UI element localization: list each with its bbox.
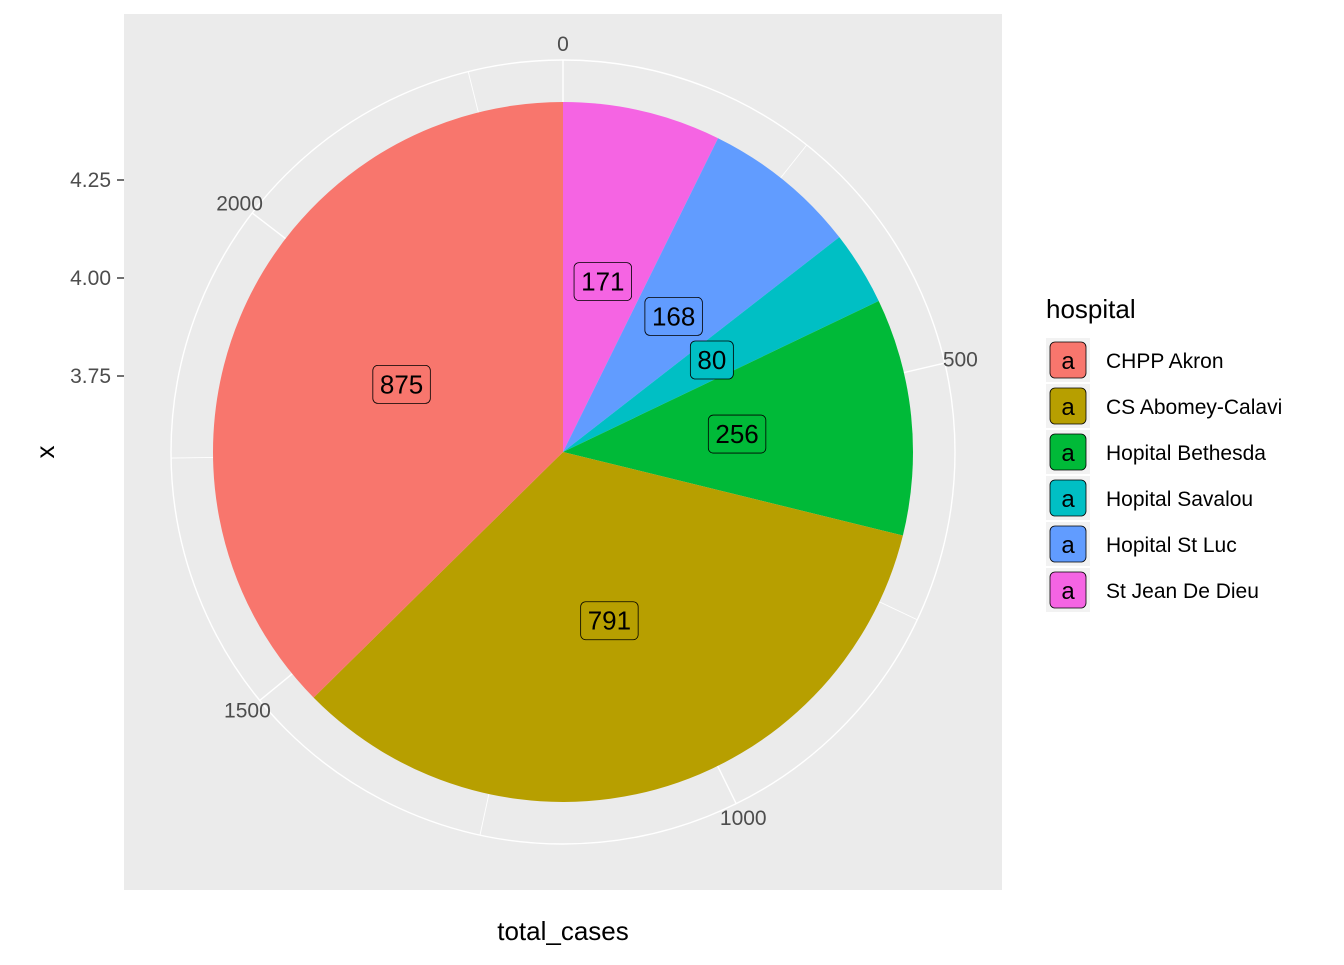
slice-label: 171 — [573, 262, 632, 301]
legend-label: CS Abomey-Calavi — [1106, 396, 1282, 419]
legend-key-swatch — [1049, 341, 1087, 379]
slice-label-text: 80 — [697, 345, 726, 375]
axis-layer: total_cases x 0 500 1000 1500 2000 4.25 4.00 3.… — [30, 33, 978, 946]
slice-label-box — [707, 414, 767, 454]
slice-label-box — [372, 365, 431, 404]
legend-key-glyph: a — [1061, 440, 1075, 467]
slice-label-text: 171 — [581, 267, 624, 297]
y-axis-title: x — [30, 446, 60, 459]
minor-radial-gridline — [479, 793, 490, 836]
pie-slice-st-jean-de-dieu — [563, 102, 719, 452]
angular-tick-label: 0 — [557, 33, 569, 56]
legend-key-glyph: a — [1061, 348, 1075, 375]
slice-label-text: 256 — [715, 419, 758, 449]
angular-tick-label: 500 — [943, 348, 978, 371]
slice-label: 168 — [644, 297, 703, 336]
legend-key-swatch — [1049, 479, 1087, 517]
legend-key-glyph: a — [1061, 532, 1075, 559]
minor-radial-gridline — [171, 456, 214, 459]
legend-key-swatch — [1049, 433, 1087, 471]
slice-label-box — [573, 262, 632, 301]
slice-label-text: 791 — [588, 606, 631, 636]
legend-label: Hopital Savalou — [1106, 488, 1253, 511]
legend-item: a Hopital Bethesda — [1046, 430, 1266, 474]
legend-label: Hopital St Luc — [1106, 534, 1237, 557]
slice-label-box — [580, 601, 639, 641]
y-tick-label: 4.25 — [70, 169, 111, 192]
legend-item: a CHPP Akron — [1046, 338, 1224, 382]
legend-item: a CS Abomey-Calavi — [1046, 384, 1282, 428]
slice-label: 256 — [707, 414, 767, 454]
slice-label-text: 168 — [652, 301, 695, 331]
slice-label-box — [689, 340, 734, 380]
minor-radial-gridline — [780, 144, 808, 179]
legend-key-swatch — [1049, 525, 1087, 563]
legend-label: CHPP Akron — [1106, 350, 1224, 373]
y-tick-label: 4.00 — [70, 267, 111, 290]
x-axis-title: total_cases — [497, 916, 629, 946]
slice-label-text: 875 — [380, 369, 423, 399]
minor-radial-gridline — [879, 601, 918, 621]
slice-label: 875 — [372, 365, 431, 404]
slice-label: 791 — [580, 601, 639, 641]
slice-label-box — [644, 297, 703, 336]
legend-title: hospital — [1046, 294, 1136, 324]
legend-key-glyph: a — [1061, 578, 1075, 605]
legend-item: a Hopital Savalou — [1046, 476, 1253, 520]
legend-key-glyph: a — [1061, 486, 1075, 513]
legend-item: a Hopital St Luc — [1046, 522, 1237, 566]
minor-radial-gridline — [467, 71, 479, 113]
legend-label: St Jean De Dieu — [1106, 580, 1259, 603]
slice-label: 80 — [689, 340, 734, 380]
angular-tick-label: 1500 — [224, 700, 271, 723]
legend-label: Hopital Bethesda — [1106, 442, 1266, 465]
legend-key-swatch — [1049, 571, 1087, 609]
angular-tick-label: 2000 — [216, 192, 263, 215]
pie-slice-hopital-st-luc — [563, 138, 840, 452]
legend-item: a St Jean De Dieu — [1046, 568, 1259, 612]
legend-key-swatch — [1049, 387, 1087, 425]
slice-layer — [213, 102, 914, 803]
legend: hospital a CHPP Akron a CS Abomey-Calavi a Ho… — [1046, 294, 1282, 612]
legend-key-glyph: a — [1061, 394, 1075, 421]
y-tick-label: 3.75 — [70, 365, 111, 388]
angular-tick-label: 1000 — [720, 807, 767, 830]
